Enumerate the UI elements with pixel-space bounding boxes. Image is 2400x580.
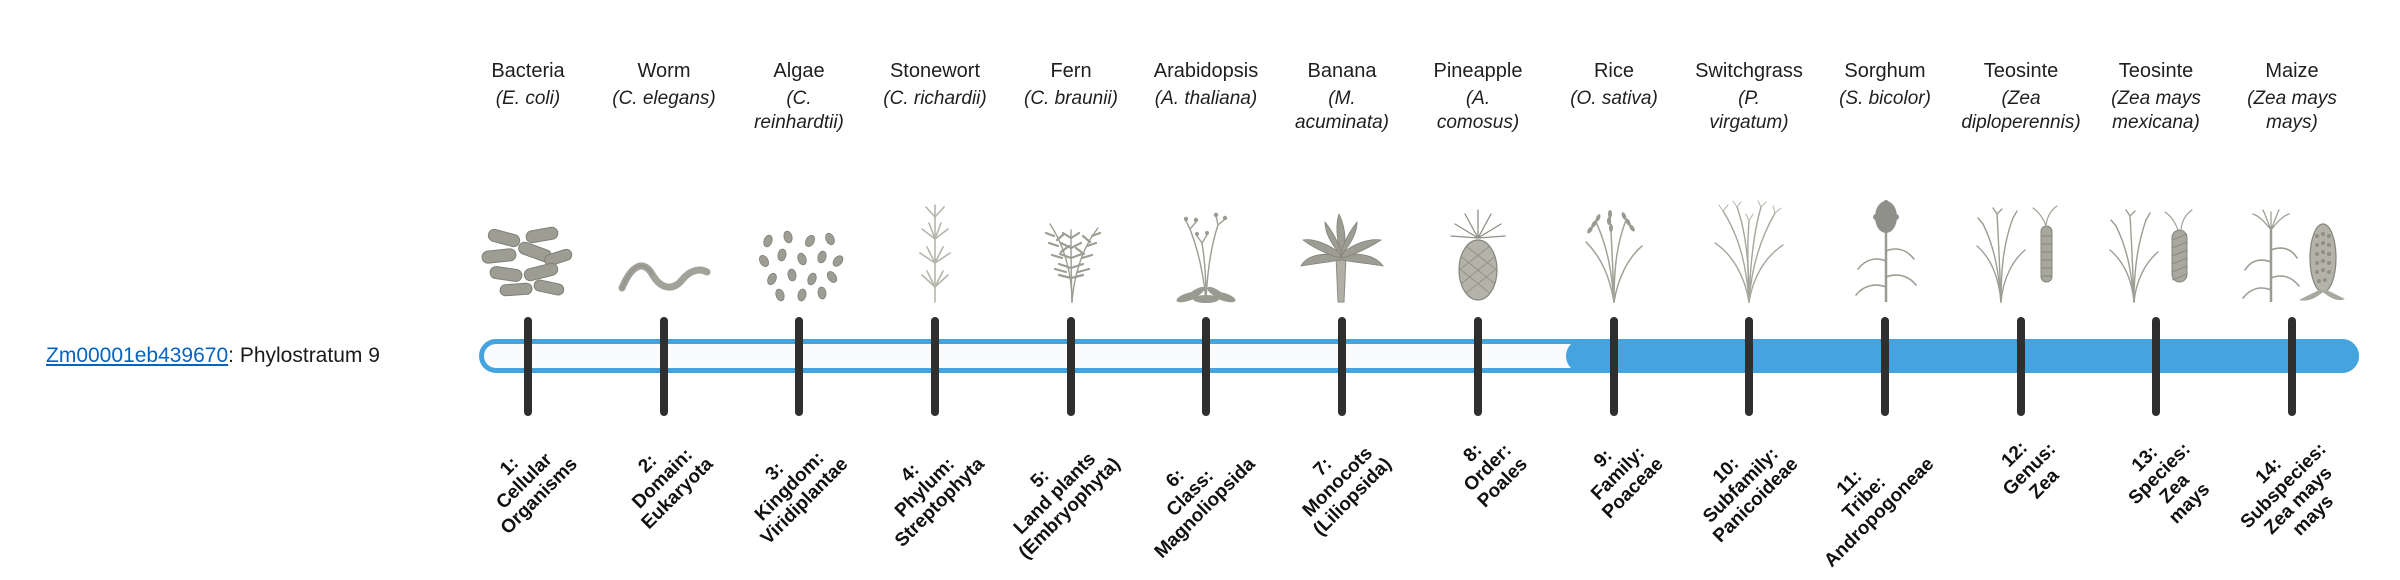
- phylostratum-label: 4: Phylum: Streptophyta: [890, 453, 989, 552]
- organism-name: Arabidopsis: [1153, 60, 1259, 82]
- phylostratum-tick: [660, 317, 668, 416]
- phylostratum-label: 10: Subfamily: Panicoideae: [1699, 443, 1803, 547]
- teosinte-mexicana-icon: [2104, 204, 2209, 304]
- phylostratum-label: 14: Subspecies: Zea mays mays: [2236, 438, 2339, 541]
- banana-icon: [1297, 204, 1387, 304]
- organism-name: Sorghum: [1844, 60, 1926, 82]
- organism-name: Banana: [1307, 60, 1377, 82]
- organism-species: (A. thaliana): [1154, 88, 1258, 109]
- phylostratum-label: 8: Order: Poales: [1459, 439, 1532, 512]
- phylostratum-tick: [931, 317, 939, 416]
- organism-species: (C. reinhardtii): [754, 88, 844, 133]
- phylostratum-label: 1: Cellular Organisms: [492, 449, 582, 539]
- maize-icon: [2237, 204, 2347, 304]
- phylostratum-label: 2: Domain: Eukaryota: [628, 444, 718, 534]
- organism-column: Bacteria (E. coli): [460, 58, 596, 304]
- organism-species: (Zea mays mays): [2247, 88, 2337, 133]
- organism-column: Fern (C. braunii): [1003, 58, 1139, 304]
- phylostratum-tick: [1202, 317, 1210, 416]
- organism-species: (C. richardii): [883, 88, 987, 109]
- phylostratum-tick: [1610, 317, 1618, 416]
- organism-column: Banana (M. acuminata): [1274, 58, 1410, 304]
- organism-species: (Zea mays mexicana): [2111, 88, 2201, 133]
- phylostratum-tick: [795, 317, 803, 416]
- algae-icon: [754, 229, 844, 304]
- organism-column: Algae (C. reinhardtii): [731, 58, 867, 304]
- organism-name: Worm: [637, 60, 691, 82]
- organism-name: Bacteria: [491, 60, 565, 82]
- organism-name: Teosinte: [1983, 60, 2059, 82]
- phylostratum-tick: [1745, 317, 1753, 416]
- phylostratum-label: 3: Kingdom: Viridiplantae: [751, 447, 853, 549]
- organism-column: Worm (C. elegans): [596, 58, 732, 304]
- pineapple-icon: [1443, 204, 1513, 304]
- organism-species: (Zea diploperennis): [1961, 88, 2081, 133]
- gene-label: Zm00001eb439670: Phylostratum 9: [46, 339, 380, 373]
- worm-icon: [614, 244, 714, 304]
- organism-name: Rice: [1593, 60, 1634, 82]
- phylostratum-tick: [1881, 317, 1889, 416]
- organism-name: Fern: [1050, 60, 1092, 82]
- organism-column: Switchgrass (P. virgatum): [1681, 58, 1817, 304]
- switchgrass-icon: [1707, 199, 1792, 304]
- fern-icon: [1024, 214, 1119, 304]
- phylostratum-label: 13: Species: Zea mays: [2124, 438, 2214, 529]
- phylostratum-tick: [2017, 317, 2025, 416]
- phylostratum-tick: [1338, 317, 1346, 416]
- organism-column: Rice (O. sativa): [1546, 58, 1682, 304]
- organism-species: (O. sativa): [1570, 88, 1658, 109]
- organism-column: Maize (Zea mays mays): [2224, 58, 2360, 304]
- organism-species: (C. elegans): [612, 88, 716, 109]
- gene-link[interactable]: Zm00001eb439670: [46, 344, 229, 367]
- organism-name: Pineapple: [1433, 60, 1523, 82]
- organism-column: Pineapple (A. comosus): [1410, 58, 1546, 304]
- timeline-fill: [1566, 339, 2359, 373]
- phylostratum-label: 9: Family: Poaceae: [1587, 442, 1668, 524]
- organism-column: Stonewort (C. richardii): [867, 58, 1003, 304]
- organism-name: Algae: [773, 60, 825, 82]
- organism-column: Teosinte (Zea diploperennis): [1953, 58, 2089, 304]
- organism-species: (P. virgatum): [1709, 88, 1789, 133]
- organism-name: Stonewort: [889, 60, 981, 82]
- phylostratum-tick: [524, 317, 532, 416]
- sorghum-icon: [1848, 199, 1923, 304]
- organism-species: (A. comosus): [1436, 88, 1520, 133]
- organism-column: Arabidopsis (A. thaliana): [1138, 58, 1274, 304]
- gene-phylostratum-text: : Phylostratum 9: [228, 344, 380, 367]
- phylostratum-tick: [1474, 317, 1482, 416]
- rice-icon: [1572, 204, 1657, 304]
- organism-species: (E. coli): [495, 88, 561, 109]
- teosinte-diploperennis-icon: [1969, 204, 2074, 304]
- organism-species: (C. braunii): [1024, 88, 1118, 109]
- organism-name: Maize: [2265, 60, 2319, 82]
- organism-name: Switchgrass: [1695, 60, 1803, 82]
- organism-column: Teosinte (Zea mays mexicana): [2088, 58, 2224, 304]
- phylostratum-tick: [2152, 317, 2160, 416]
- phylostratum-tick: [2288, 317, 2296, 416]
- stonewort-icon: [900, 199, 970, 304]
- organism-column: Sorghum (S. bicolor): [1817, 58, 1953, 304]
- phylostratum-label: 7: Monocots (Liliopsida): [1298, 442, 1396, 541]
- organism-name: Teosinte: [2118, 60, 2194, 82]
- phylostratum-label: 6: Class: Magnoliopsida: [1150, 453, 1260, 563]
- organism-species: (S. bicolor): [1839, 88, 1931, 109]
- phylostratum-label: 11: Tribe: Andropogoneae: [1820, 453, 1939, 572]
- arabidopsis-icon: [1166, 209, 1246, 304]
- organism-species: (M. acuminata): [1295, 88, 1389, 133]
- phylostratum-tick: [1067, 317, 1075, 416]
- phylostratum-label: 12: Genus: Zea: [1997, 437, 2063, 504]
- phylostratum-label: 5: Land plants (Embryophyta): [1009, 448, 1125, 564]
- bacteria-icon: [478, 224, 578, 304]
